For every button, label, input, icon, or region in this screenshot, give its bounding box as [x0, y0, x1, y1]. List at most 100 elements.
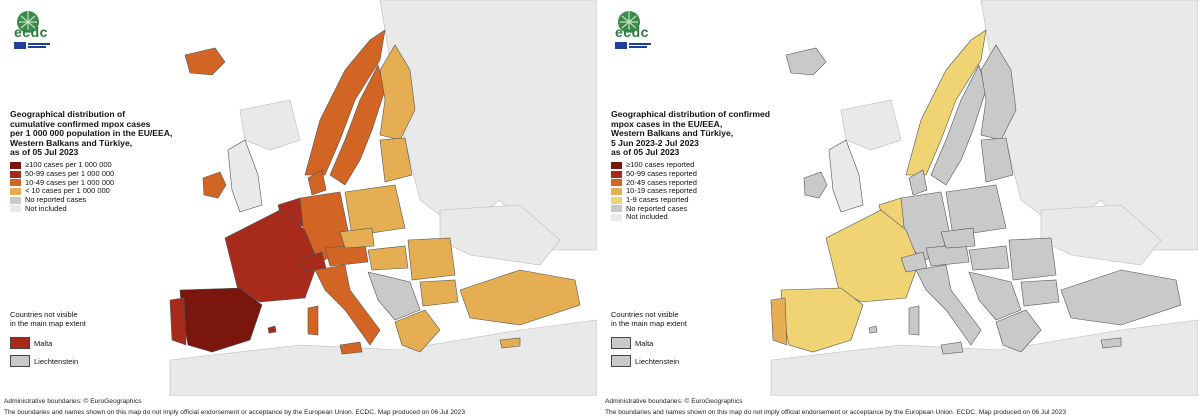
country-cyprus [1100, 337, 1122, 349]
country-bulgaria [419, 279, 459, 307]
country-turkiye [1060, 269, 1182, 326]
inset-label: Liechtenstein [34, 356, 79, 366]
land-not-included-africa [770, 319, 1198, 396]
inset-item: Liechtenstein [611, 352, 791, 370]
legend-items: ≥100 cases per 1 000 000 50-99 cases per … [10, 161, 210, 213]
footer-disclaimer: The boundaries and names shown on this m… [4, 409, 465, 416]
country-denmark [307, 169, 327, 196]
country-balkans [968, 271, 1022, 321]
inset-swatch [10, 355, 30, 367]
country-malta-main [267, 325, 277, 334]
country-malta-main [868, 325, 878, 334]
country-sicily [339, 341, 363, 355]
ecdc-logo [8, 8, 58, 50]
legend-item: 10-49 cases per 1 000 000 [10, 178, 210, 187]
country-portugal [770, 297, 788, 346]
legend-swatch [611, 170, 622, 178]
legend-label: No reported cases [25, 195, 87, 205]
country-greece [995, 309, 1042, 353]
country-denmark [908, 169, 928, 196]
country-uk [828, 139, 864, 213]
legend-swatch [611, 179, 622, 187]
ecdc-logo-text: ecdc [615, 24, 649, 40]
legend-swatch [611, 187, 622, 195]
country-hungary [968, 245, 1010, 271]
country-cyprus [499, 337, 521, 349]
europe-map-cumulative [169, 0, 597, 396]
legend-label: ≥100 cases per 1 000 000 [25, 160, 112, 170]
legend-item: Not included [611, 213, 811, 222]
inset-countries: Countries not visible in the main map ex… [10, 310, 190, 370]
footer-boundaries: Administrative boundaries: © EuroGeograp… [4, 398, 142, 405]
country-norway [905, 29, 987, 176]
country-uk [227, 139, 263, 213]
inset-swatch [611, 337, 631, 349]
legend-label: Not included [626, 212, 668, 222]
country-spain [780, 287, 864, 353]
legend-item: 50-99 cases per 1 000 000 [10, 170, 210, 179]
country-czechia [339, 227, 375, 249]
legend-item: 20-49 cases reported [611, 178, 811, 187]
legend-item: Not included [10, 204, 210, 213]
legend-label: 1-9 cases reported [626, 195, 689, 205]
legend-label: 10-49 cases per 1 000 000 [25, 177, 115, 187]
country-poland [344, 184, 406, 237]
inset-item: Malta [611, 334, 791, 352]
legend-title: Geographical distribution of confirmed m… [611, 109, 770, 158]
country-iceland [184, 47, 226, 76]
legend-swatch [611, 161, 622, 169]
legend-label: < 10 cases per 1 000 000 [25, 186, 110, 196]
country-italy [915, 264, 982, 346]
map-legend: Geographical distribution of confirmed m… [611, 109, 811, 222]
country-baltics [980, 137, 1014, 183]
legend-item: No reported cases [611, 204, 811, 213]
legend-swatch [10, 161, 21, 169]
legend-label: 50-99 cases reported [626, 169, 697, 178]
country-sardinia [307, 305, 319, 336]
country-portugal [169, 297, 187, 346]
country-italy [314, 264, 381, 346]
footer-boundaries: Administrative boundaries: © EuroGeograp… [605, 398, 743, 405]
legend-items: ≥100 cases reported 50-99 cases reported 2… [611, 161, 811, 222]
footer-disclaimer: The boundaries and names shown on this m… [605, 409, 1066, 416]
legend-item: ≥100 cases per 1 000 000 [10, 161, 210, 170]
country-norway [304, 29, 386, 176]
legend-swatch [10, 170, 21, 178]
country-iceland [785, 47, 827, 76]
country-ireland [202, 171, 227, 199]
country-sardinia [908, 305, 920, 336]
map-footer: Administrative boundaries: © EuroGeograp… [4, 396, 594, 418]
land-not-included-greenland [840, 99, 902, 151]
legend-label: 10-19 cases reported [626, 186, 697, 196]
legend-swatch [611, 213, 622, 221]
legend-swatch [10, 179, 21, 187]
europe-map-recent [770, 0, 1198, 396]
inset-items: Malta Liechtenstein [611, 334, 791, 370]
legend-item: < 10 cases per 1 000 000 [10, 187, 210, 196]
country-baltics [379, 137, 413, 183]
legend-item: ≥100 cases reported [611, 161, 811, 170]
country-sicily [940, 341, 964, 355]
country-greece [394, 309, 441, 353]
legend-label: 50-99 cases per 1 000 000 [25, 169, 115, 178]
country-ireland [803, 171, 828, 199]
inset-swatch [10, 337, 30, 349]
ecdc-logo-text: ecdc [14, 24, 48, 40]
legend-swatch [611, 205, 622, 213]
legend-item: 50-99 cases reported [611, 170, 811, 179]
country-romania [1008, 237, 1057, 281]
inset-items: Malta Liechtenstein [10, 334, 190, 370]
inset-countries: Countries not visible in the main map ex… [611, 310, 791, 370]
country-hungary [367, 245, 409, 271]
legend-label: Not included [25, 203, 67, 213]
inset-label: Malta [34, 338, 53, 348]
legend-swatch [10, 196, 21, 204]
country-poland [945, 184, 1007, 237]
country-bulgaria [1020, 279, 1060, 307]
legend-label: 20-49 cases reported [626, 177, 697, 187]
map-footer: Administrative boundaries: © EuroGeograp… [605, 396, 1195, 418]
country-turkiye [459, 269, 581, 326]
country-spain [179, 287, 263, 353]
legend-swatch [10, 205, 21, 213]
country-czechia [940, 227, 976, 249]
